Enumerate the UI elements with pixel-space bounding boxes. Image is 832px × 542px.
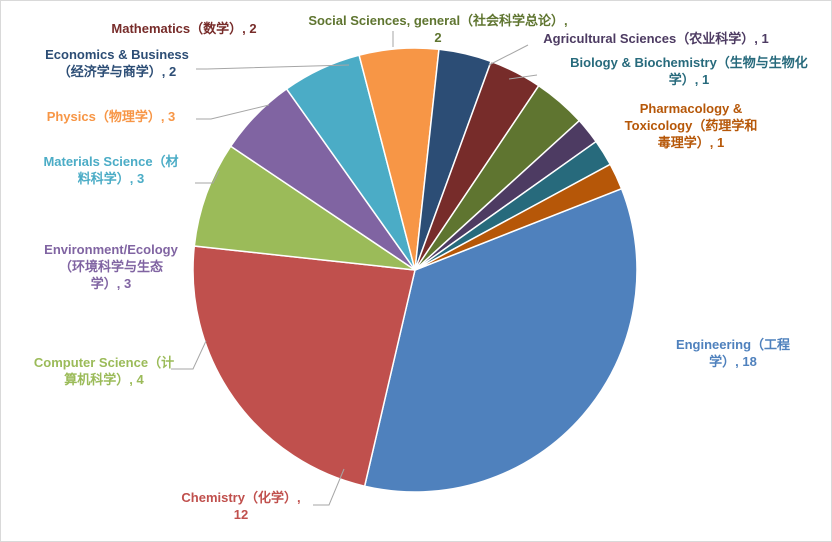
data-label-engineering: Engineering（工程学）, 18 [676, 337, 790, 369]
data-labels: Engineering（工程学）, 18 Chemistry（化学）, 12 Comp… [34, 13, 808, 522]
data-label-line: Biology & Biochemistry（生物与生物化 [570, 55, 808, 70]
leader-line-chemistry [313, 468, 345, 506]
leader-line-materials [195, 170, 220, 184]
data-label-line: Physics（物理学）, 3 [47, 109, 176, 124]
data-label-line: 2 [434, 30, 441, 45]
data-label-chemistry: Chemistry（化学）, 12 [181, 490, 300, 522]
data-label-line: Engineering（工程 [676, 337, 790, 352]
data-label-line: Computer Science（计 [34, 355, 174, 370]
data-label-line: （经济学与商学）, 2 [58, 64, 176, 79]
data-label-materials: Materials Science（材料科学）, 3 [43, 154, 178, 186]
data-label-line: 毒理学）, 1 [658, 135, 724, 150]
leader-line-computer-science [171, 340, 207, 370]
data-label-pharmacology: Pharmacology & Toxicology（药理学和毒理学）, 1 [625, 101, 758, 150]
pie-slice-engineering [363, 187, 638, 493]
data-label-economics: Economics & Business （经济学与商学）, 2 [45, 47, 189, 79]
data-label-line: 料科学）, 3 [78, 171, 144, 186]
data-label-line: Environment/Ecology [44, 242, 178, 257]
pie-slice-pharmacology [414, 163, 623, 271]
data-label-line: 算机科学）, 4 [64, 372, 144, 387]
data-label-line: 12 [234, 507, 248, 522]
data-label-line: Pharmacology & [640, 101, 743, 116]
data-label-line: Materials Science（材 [43, 154, 178, 169]
data-label-line: Toxicology（药理学和 [625, 118, 758, 133]
data-label-agricultural: Agricultural Sciences（农业科学）, 1 [543, 31, 768, 46]
leader-line-physics [196, 104, 270, 120]
data-label-line: Chemistry（化学）, [181, 490, 300, 505]
data-label-physics: Physics（物理学）, 3 [47, 109, 176, 124]
pie-slices [192, 47, 638, 493]
data-label-biology: Biology & Biochemistry（生物与生物化学）, 1 [570, 55, 808, 87]
data-label-line: Mathematics（数学）, 2 [111, 21, 256, 36]
data-label-line: 学）, 3 [91, 276, 131, 291]
pie-slice-computer-science [193, 145, 416, 271]
data-label-line: （环境科学与生态 [59, 259, 163, 274]
data-label-line: 学）, 1 [669, 72, 709, 87]
leader-lines [171, 31, 538, 506]
data-label-mathematics: Mathematics（数学）, 2 [111, 21, 256, 36]
leader-line-agricultural [488, 44, 529, 66]
leader-line-biology [508, 74, 538, 80]
data-label-social: Social Sciences, general（社会科学总论）, 2 [308, 13, 567, 45]
data-label-environment: Environment/Ecology （环境科学与生态学）, 3 [44, 242, 178, 291]
data-label-computer-science: Computer Science（计算机科学）, 4 [34, 355, 174, 387]
pie-slice-chemistry [192, 245, 416, 488]
data-label-line: Social Sciences, general（社会科学总论）, [308, 13, 567, 28]
data-label-line: 学）, 18 [709, 354, 757, 369]
data-label-line: Economics & Business [45, 47, 189, 62]
data-label-line: Agricultural Sciences（农业科学）, 1 [543, 31, 768, 46]
leader-line-economics [196, 64, 350, 70]
